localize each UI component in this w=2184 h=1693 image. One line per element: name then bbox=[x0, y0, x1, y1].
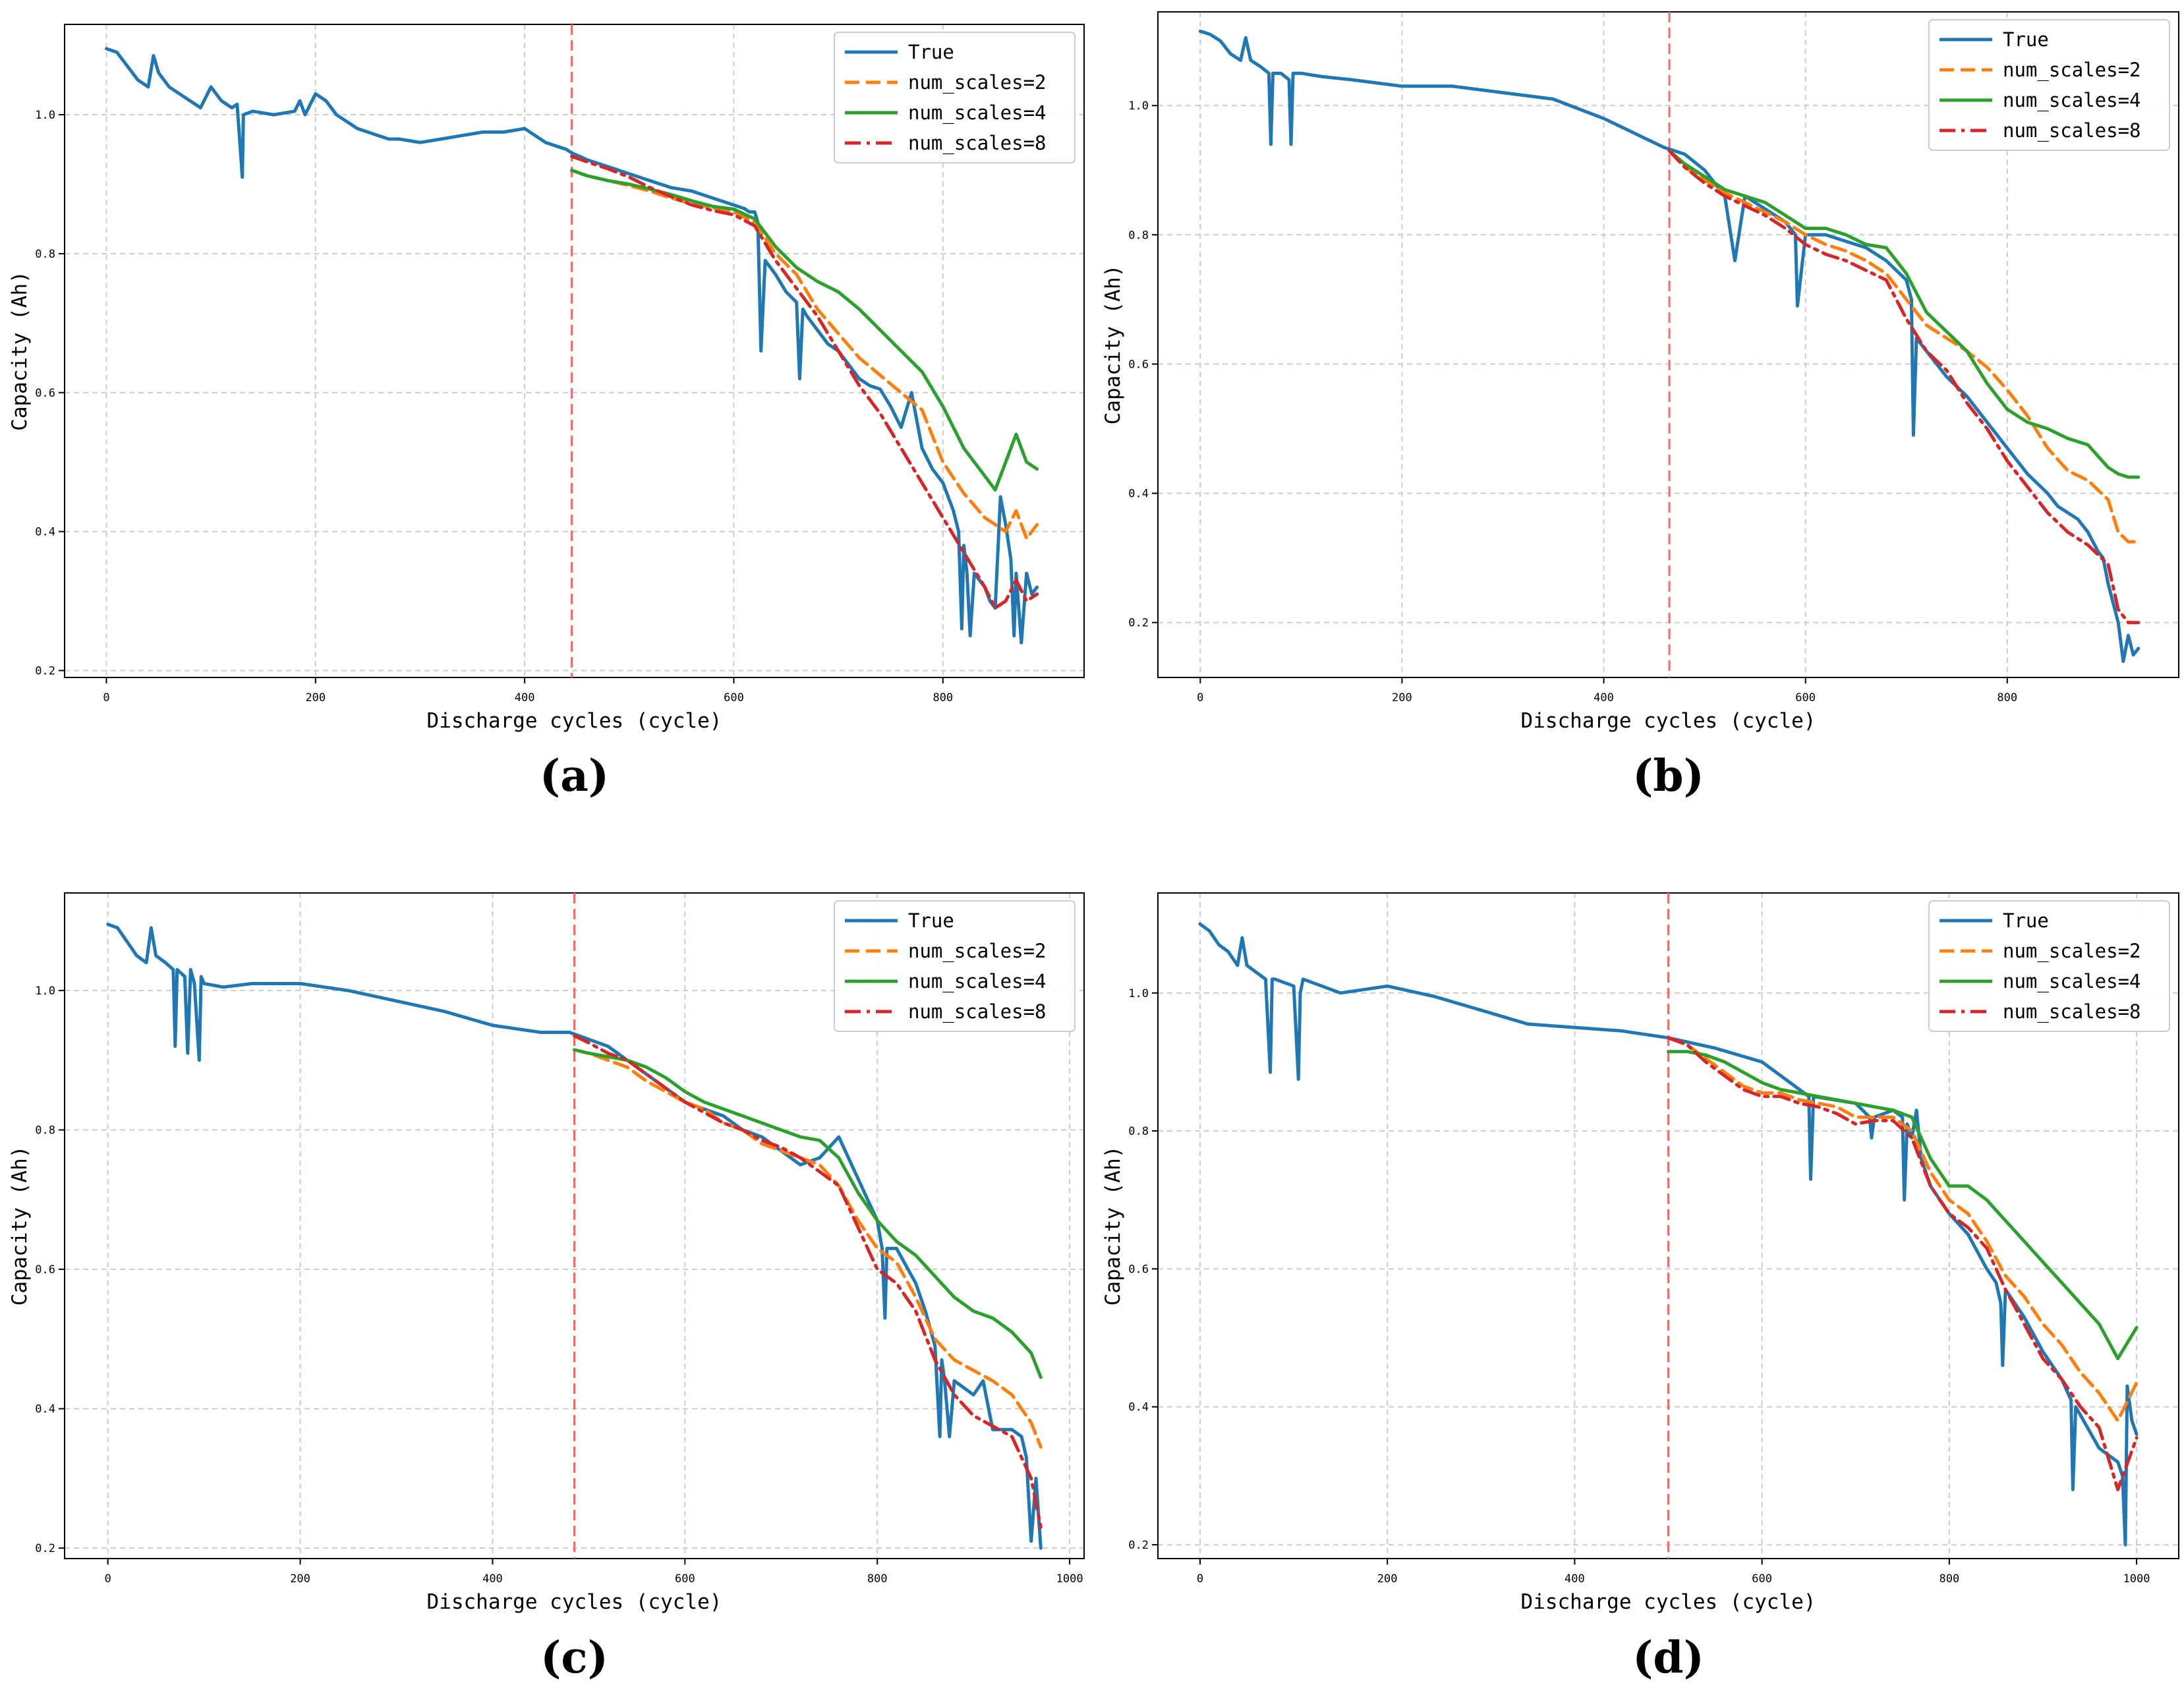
legend-entry: num_scales=4 bbox=[2003, 89, 2141, 112]
x-tick-label: 1000 bbox=[1056, 1572, 1083, 1586]
series-line-num-scales-4 bbox=[1667, 149, 2141, 479]
y-tick-label: 1.0 bbox=[1128, 987, 1149, 1000]
legend-entry: num_scales=2 bbox=[908, 71, 1047, 94]
x-tick-label: 1000 bbox=[2123, 1572, 2150, 1586]
chart-0: 0 200 400 600 800 0.2 0.4 0.6 0.8 1.0 Discharge cy… bbox=[8, 24, 1085, 801]
x-tick-label: 600 bbox=[724, 691, 744, 704]
legend-box bbox=[1928, 19, 2170, 151]
panel-caption: (d) bbox=[1632, 1632, 1704, 1683]
y-tick-label: 0.4 bbox=[35, 526, 55, 539]
x-tick-label: 800 bbox=[1997, 691, 2017, 704]
legend-box bbox=[1928, 900, 2170, 1032]
x-tick-label: 0 bbox=[105, 1572, 111, 1586]
legend-entry: num_scales=8 bbox=[908, 132, 1047, 155]
y-tick-label: 0.8 bbox=[1128, 1125, 1149, 1138]
x-tick-label: 200 bbox=[305, 691, 326, 704]
x-tick-label: 0 bbox=[103, 691, 109, 704]
y-axis-label: Capacity (Ah) bbox=[1101, 1146, 1125, 1306]
panel-caption: (a) bbox=[540, 750, 609, 801]
legend-entry: num_scales=2 bbox=[2003, 59, 2141, 82]
y-tick-label: 0.6 bbox=[1128, 1263, 1149, 1276]
series-line-num-scales-8 bbox=[573, 1034, 1043, 1529]
series-line-num-scales-2 bbox=[573, 1048, 1043, 1449]
chart-2: 0 200 400 600 800 1000 0.2 0.4 0.6 0.8 1.0 Discharg… bbox=[8, 892, 1085, 1683]
legend-entry: True bbox=[2003, 28, 2049, 51]
panel-caption: (c) bbox=[540, 1632, 608, 1683]
x-tick-label: 800 bbox=[867, 1572, 888, 1586]
x-tick-label: 200 bbox=[290, 1572, 310, 1586]
legend-box bbox=[834, 32, 1076, 163]
series-line-true bbox=[105, 47, 1039, 645]
x-tick-label: 600 bbox=[675, 1572, 695, 1586]
series-line-num-scales-2 bbox=[1667, 1036, 2139, 1423]
y-axis-label: Capacity (Ah) bbox=[8, 271, 32, 431]
series-line-num-scales-8 bbox=[1667, 149, 2141, 625]
x-tick-label: 800 bbox=[1939, 1572, 1959, 1586]
x-tick-label: 400 bbox=[1594, 691, 1614, 704]
series-line-num-scales-8 bbox=[1667, 1036, 2139, 1491]
legend-entry: num_scales=4 bbox=[908, 970, 1047, 993]
x-axis-label: Discharge cycles (cycle) bbox=[1521, 709, 1816, 733]
x-tick-label: 800 bbox=[933, 691, 953, 704]
legend-entry: num_scales=2 bbox=[908, 940, 1047, 963]
x-tick-label: 600 bbox=[1752, 1572, 1772, 1586]
series-line-num-scales-2 bbox=[570, 168, 1039, 540]
x-tick-label: 200 bbox=[1377, 1572, 1398, 1586]
y-tick-label: 0.6 bbox=[35, 387, 55, 400]
y-tick-label: 0.2 bbox=[35, 664, 55, 677]
y-tick-label: 0.2 bbox=[1128, 617, 1149, 630]
x-tick-label: 400 bbox=[1565, 1572, 1585, 1586]
series-line-num-scales-2 bbox=[1667, 149, 2141, 544]
y-tick-label: 1.0 bbox=[1128, 100, 1149, 113]
x-tick-label: 0 bbox=[1197, 691, 1203, 704]
y-tick-label: 1.0 bbox=[35, 985, 55, 998]
legend-entry: True bbox=[908, 909, 954, 932]
legend-entry: True bbox=[2003, 909, 2049, 932]
legend-entry: num_scales=8 bbox=[2003, 1000, 2141, 1023]
y-tick-label: 0.4 bbox=[35, 1403, 55, 1416]
y-tick-label: 0.8 bbox=[1128, 229, 1149, 242]
x-tick-label: 600 bbox=[1795, 691, 1816, 704]
x-tick-label: 400 bbox=[515, 691, 535, 704]
series-line-num-scales-4 bbox=[573, 1048, 1043, 1379]
legend-entry: num_scales=8 bbox=[908, 1000, 1047, 1023]
legend-entry: num_scales=4 bbox=[2003, 970, 2141, 993]
x-axis-label: Discharge cycles (cycle) bbox=[427, 1590, 722, 1614]
x-tick-label: 0 bbox=[1197, 1572, 1203, 1586]
chart-3: 0 200 400 600 800 1000 0.2 0.4 0.6 0.8 1.0 Discharg… bbox=[1101, 892, 2179, 1683]
series-line-num-scales-4 bbox=[1667, 1050, 2139, 1360]
series-line-true bbox=[1198, 29, 2141, 663]
panel-caption: (b) bbox=[1632, 750, 1704, 801]
legend-entry: True bbox=[908, 41, 954, 63]
y-tick-label: 0.2 bbox=[1128, 1539, 1149, 1552]
y-tick-label: 0.2 bbox=[35, 1542, 55, 1555]
y-tick-label: 0.8 bbox=[35, 248, 55, 261]
legend-box bbox=[834, 900, 1076, 1032]
axes-frame bbox=[64, 24, 1085, 678]
x-axis-label: Discharge cycles (cycle) bbox=[427, 709, 722, 733]
y-tick-label: 0.8 bbox=[35, 1124, 55, 1137]
y-axis-label: Capacity (Ah) bbox=[8, 1146, 32, 1306]
x-axis-label: Discharge cycles (cycle) bbox=[1521, 1590, 1816, 1614]
series-line-num-scales-4 bbox=[570, 168, 1039, 492]
y-tick-label: 0.6 bbox=[35, 1263, 55, 1277]
legend-entry: num_scales=2 bbox=[2003, 940, 2141, 963]
x-tick-label: 400 bbox=[482, 1572, 503, 1586]
legend-entry: num_scales=4 bbox=[908, 101, 1047, 125]
y-tick-label: 1.0 bbox=[35, 109, 55, 122]
axes-frame bbox=[1157, 11, 2179, 678]
y-tick-label: 0.6 bbox=[1128, 358, 1149, 371]
y-tick-label: 0.4 bbox=[1128, 1401, 1149, 1414]
chart-1: 0 200 400 600 800 0.2 0.4 0.6 0.8 1.0 Discharge cy… bbox=[1101, 11, 2179, 801]
y-tick-label: 0.4 bbox=[1128, 488, 1149, 501]
legend-entry: num_scales=8 bbox=[2003, 119, 2141, 142]
y-axis-label: Capacity (Ah) bbox=[1101, 265, 1125, 425]
series-line-num-scales-8 bbox=[570, 154, 1039, 610]
x-tick-label: 200 bbox=[1392, 691, 1412, 704]
